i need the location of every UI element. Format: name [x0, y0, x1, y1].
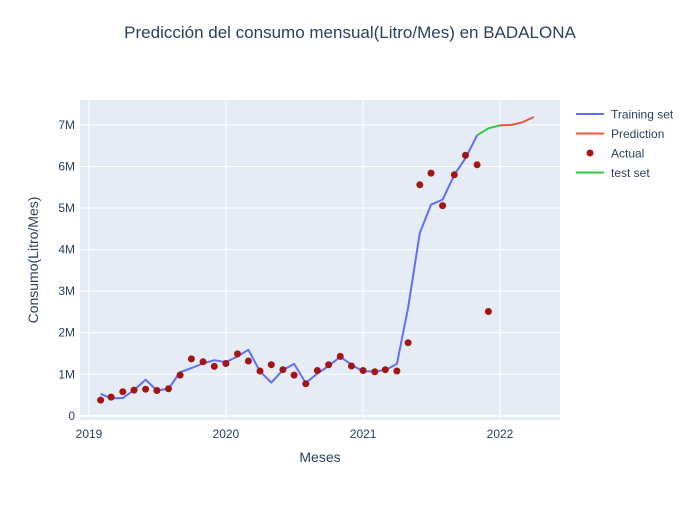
y-tick-label-1m: 1M — [58, 367, 75, 381]
y-tick-label-3m: 3M — [58, 284, 75, 298]
y-tick-label-6m: 6M — [58, 159, 75, 173]
point-actual-27[interactable] — [404, 339, 412, 347]
x-tick-label-2022: 2022 — [487, 427, 514, 441]
legend-label-prediction: Prediction — [611, 127, 664, 141]
axis-tick-labels: 2019 2020 2021 2022 0 1M 2M 3M 4M 5M 6M 7M — [58, 118, 513, 441]
x-tick-label-2019: 2019 — [76, 427, 103, 441]
x-tick-label-2021: 2021 — [350, 427, 377, 441]
point-actual-16[interactable] — [279, 366, 287, 374]
point-actual-22[interactable] — [348, 362, 355, 370]
point-actual-4[interactable] — [142, 385, 150, 393]
legend[interactable]: Training set Prediction Actual test set — [576, 108, 674, 181]
point-actual-5[interactable] — [153, 387, 161, 394]
y-tick-label-7m: 7M — [58, 118, 75, 132]
y-tick-label-5m: 5M — [58, 201, 75, 215]
point-actual-25[interactable] — [381, 366, 389, 374]
series-prediction — [499, 116, 535, 127]
series-test-set — [476, 124, 501, 137]
point-actual-32[interactable] — [462, 151, 469, 159]
plot-area[interactable] — [80, 100, 560, 420]
y-tick-label-4m: 4M — [58, 243, 75, 257]
y-tick-label-0: 0 — [68, 409, 75, 423]
legend-label-actual: Actual — [611, 147, 644, 161]
point-actual-21[interactable] — [336, 352, 344, 360]
legend-item-test-set[interactable]: test set — [576, 166, 650, 180]
point-actual-1[interactable] — [107, 393, 115, 401]
y-axis-title: Consumo(Litro/Mes) — [25, 197, 41, 324]
point-actual-3[interactable] — [130, 386, 138, 394]
point-actual-19[interactable] — [313, 367, 321, 374]
point-actual-34[interactable] — [484, 308, 492, 315]
point-actual-10[interactable] — [210, 362, 218, 370]
point-actual-6[interactable] — [165, 385, 172, 393]
point-actual-11[interactable] — [222, 360, 230, 367]
series-training-set — [100, 134, 478, 400]
legend-label-training-set: Training set — [611, 108, 674, 122]
point-actual-23[interactable] — [359, 367, 367, 374]
series-actual — [97, 151, 492, 404]
point-actual-31[interactable] — [450, 171, 458, 179]
point-actual-9[interactable] — [199, 358, 207, 366]
point-actual-33[interactable] — [473, 161, 481, 169]
legend-item-training-set[interactable]: Training set — [576, 108, 674, 122]
point-actual-26[interactable] — [393, 367, 401, 375]
point-actual-0[interactable] — [97, 396, 105, 404]
series-layer — [97, 116, 535, 404]
point-actual-12[interactable] — [234, 350, 241, 358]
point-actual-14[interactable] — [256, 367, 264, 375]
legend-item-prediction[interactable]: Prediction — [576, 127, 664, 141]
point-actual-20[interactable] — [325, 361, 333, 369]
chart-title: Predicción del consumo mensual(Litro/Mes… — [124, 23, 576, 42]
point-actual-28[interactable] — [416, 181, 424, 189]
point-actual-18[interactable] — [302, 380, 310, 388]
series-line-prediction[interactable] — [499, 116, 535, 127]
series-line-test-set[interactable] — [476, 124, 501, 137]
point-actual-2[interactable] — [119, 388, 127, 396]
x-axis-title: Meses — [299, 449, 340, 465]
point-actual-13[interactable] — [244, 357, 252, 365]
x-tick-label-2020: 2020 — [213, 427, 240, 441]
point-actual-17[interactable] — [290, 371, 298, 379]
point-actual-24[interactable] — [371, 368, 379, 376]
legend-label-test-set: test set — [611, 166, 650, 180]
point-actual-8[interactable] — [187, 355, 195, 363]
legend-swatch-actual — [586, 149, 594, 157]
point-actual-15[interactable] — [267, 361, 275, 369]
gridlines — [80, 100, 560, 420]
point-actual-7[interactable] — [176, 371, 184, 379]
series-line-training-set[interactable] — [100, 134, 478, 400]
point-actual-29[interactable] — [427, 169, 435, 177]
y-tick-label-2m: 2M — [58, 326, 75, 340]
legend-item-actual[interactable]: Actual — [586, 147, 645, 161]
point-actual-30[interactable] — [439, 202, 447, 210]
